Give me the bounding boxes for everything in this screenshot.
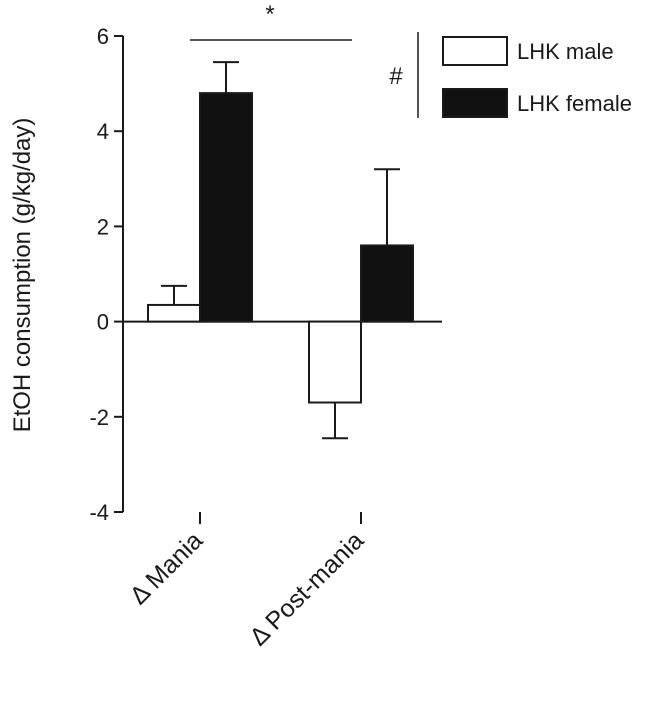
bars — [147, 61, 414, 440]
bar — [308, 320, 362, 404]
category-label: Δ Mania — [125, 526, 209, 610]
y-tick-label: 0 — [97, 310, 109, 335]
y-axis: -4 -2 0 2 4 6 — [89, 24, 442, 525]
bar — [147, 303, 201, 323]
bar — [360, 244, 414, 323]
y-tick-label: -4 — [89, 500, 109, 525]
y-tick-label: 6 — [97, 24, 109, 49]
significance-hash: # — [389, 63, 403, 90]
category-label: Δ Post-mania — [244, 526, 369, 651]
y-tick-label: 4 — [97, 119, 109, 144]
legend-label: LHK female — [517, 91, 632, 116]
significance-annotations: *# — [190, 1, 419, 118]
y-axis-title: EtOH consumption (g/kg/day) — [9, 118, 36, 433]
legend-swatch — [442, 36, 508, 66]
bar — [199, 92, 253, 323]
legend: LHK male LHK female — [442, 36, 632, 118]
significance-star: * — [265, 1, 274, 28]
category-labels: Δ Mania Δ Post-mania — [125, 512, 369, 651]
y-tick-label: 2 — [97, 214, 109, 239]
y-tick-label: -2 — [89, 405, 109, 430]
legend-label: LHK male — [517, 39, 614, 64]
legend-swatch — [442, 88, 508, 118]
